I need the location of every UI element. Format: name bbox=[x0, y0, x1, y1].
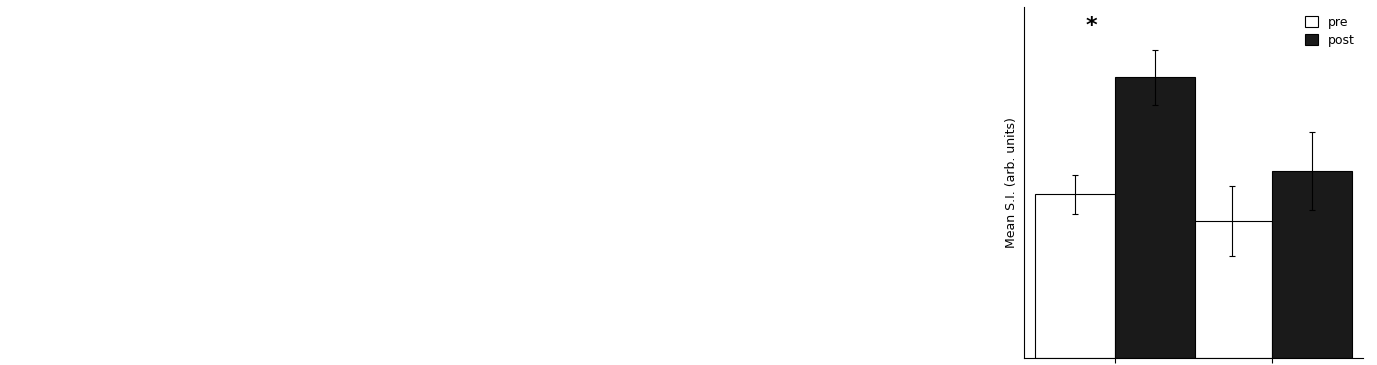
Legend: pre, post: pre, post bbox=[1303, 14, 1356, 50]
Bar bbox=[1192, 222, 1272, 358]
Text: 4 hr: 4 hr bbox=[370, 84, 401, 99]
Bar bbox=[1115, 77, 1195, 358]
Bar bbox=[1036, 194, 1115, 358]
Text: b): b) bbox=[364, 321, 386, 340]
Y-axis label: Mean S.I. (arb. units): Mean S.I. (arb. units) bbox=[1005, 117, 1018, 248]
Text: a): a) bbox=[26, 321, 48, 340]
Text: c): c) bbox=[700, 321, 720, 340]
Text: *: * bbox=[1085, 16, 1096, 36]
Text: CO: CO bbox=[33, 167, 101, 182]
Bar bbox=[1272, 171, 1352, 358]
Text: HA: HA bbox=[249, 214, 302, 262]
